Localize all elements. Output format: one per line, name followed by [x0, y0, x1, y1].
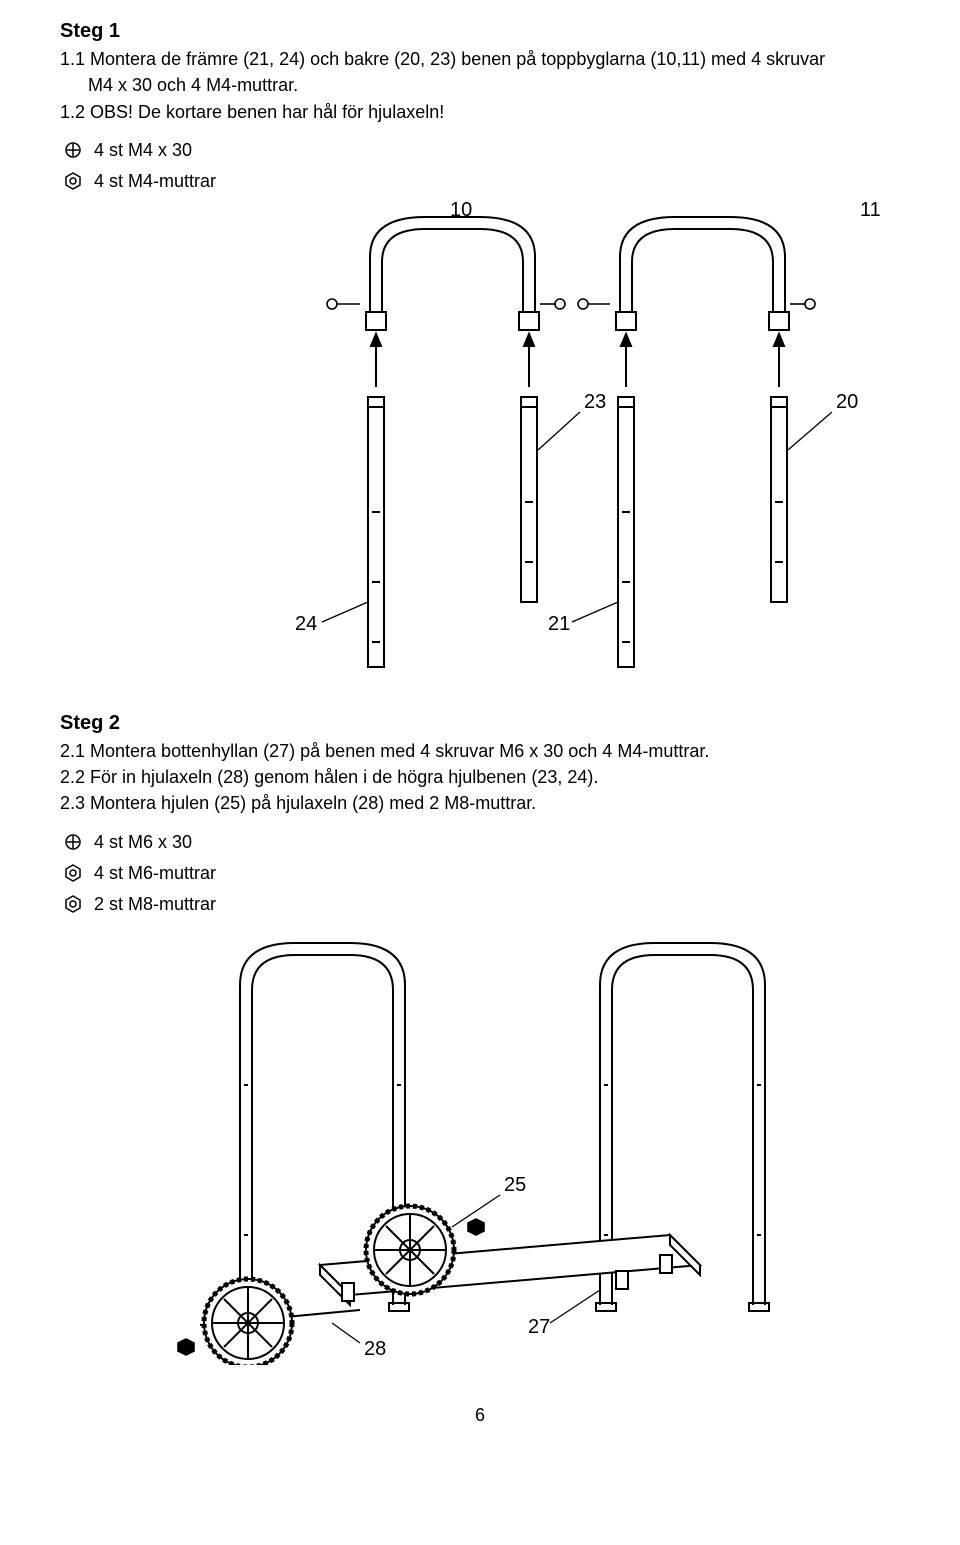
- parts-label: 2 st M8-muttrar: [94, 894, 216, 915]
- step1-section: Steg 1 1.1 Montera de främre (21, 24) oc…: [60, 20, 900, 672]
- label-20: 20: [836, 391, 858, 413]
- parts-label: 4 st M6-muttrar: [94, 863, 216, 884]
- page-number: 6: [60, 1405, 900, 1426]
- step2-line1: 2.1 Montera bottenhyllan (27) på benen m…: [60, 739, 900, 763]
- step1-line2: 1.2 OBS! De kortare benen har hål för hj…: [60, 100, 900, 124]
- parts-row: 4 st M6-muttrar: [60, 863, 900, 884]
- screw-icon: [60, 833, 86, 851]
- label-23: 23: [584, 391, 606, 413]
- step2-section: Steg 2 2.1 Montera bottenhyllan (27) på …: [60, 712, 900, 1365]
- parts-label: 4 st M4 x 30: [94, 140, 192, 161]
- label-27: 27: [528, 1316, 550, 1338]
- step1-parts-list: 4 st M4 x 30 4 st M4-muttrar: [60, 140, 900, 192]
- parts-row: 4 st M4 x 30: [60, 140, 900, 161]
- step2-diagram: 25 27 28: [60, 925, 900, 1365]
- label-24: 24: [295, 613, 317, 635]
- step2-line2: 2.2 För in hjulaxeln (28) genom hålen i …: [60, 765, 900, 789]
- step2-line3: 2.3 Montera hjulen (25) på hjulaxeln (28…: [60, 791, 900, 815]
- nut-icon: [60, 895, 86, 913]
- step1-line1b: M4 x 30 och 4 M4-muttrar.: [60, 73, 900, 97]
- label-21: 21: [548, 613, 570, 635]
- step1-line1: 1.1 Montera de främre (21, 24) och bakre…: [60, 47, 900, 71]
- step2-title: Steg 2: [60, 712, 900, 735]
- parts-row: 4 st M4-muttrar: [60, 171, 900, 192]
- parts-row: 4 st M6 x 30: [60, 832, 900, 853]
- nut-icon: [60, 864, 86, 882]
- label-10: 10: [450, 202, 472, 221]
- step1-title: Steg 1: [60, 20, 900, 43]
- parts-row: 2 st M8-muttrar: [60, 894, 900, 915]
- step1-diagram: 10 11 23 20 24 21: [60, 202, 900, 672]
- parts-label: 4 st M4-muttrar: [94, 171, 216, 192]
- step2-parts-list: 4 st M6 x 30 4 st M6-muttrar 2 st M8-mut…: [60, 832, 900, 915]
- label-11: 11: [860, 202, 881, 221]
- screw-icon: [60, 141, 86, 159]
- nut-icon: [60, 172, 86, 190]
- label-25: 25: [504, 1174, 526, 1196]
- label-28: 28: [364, 1338, 386, 1360]
- parts-label: 4 st M6 x 30: [94, 832, 192, 853]
